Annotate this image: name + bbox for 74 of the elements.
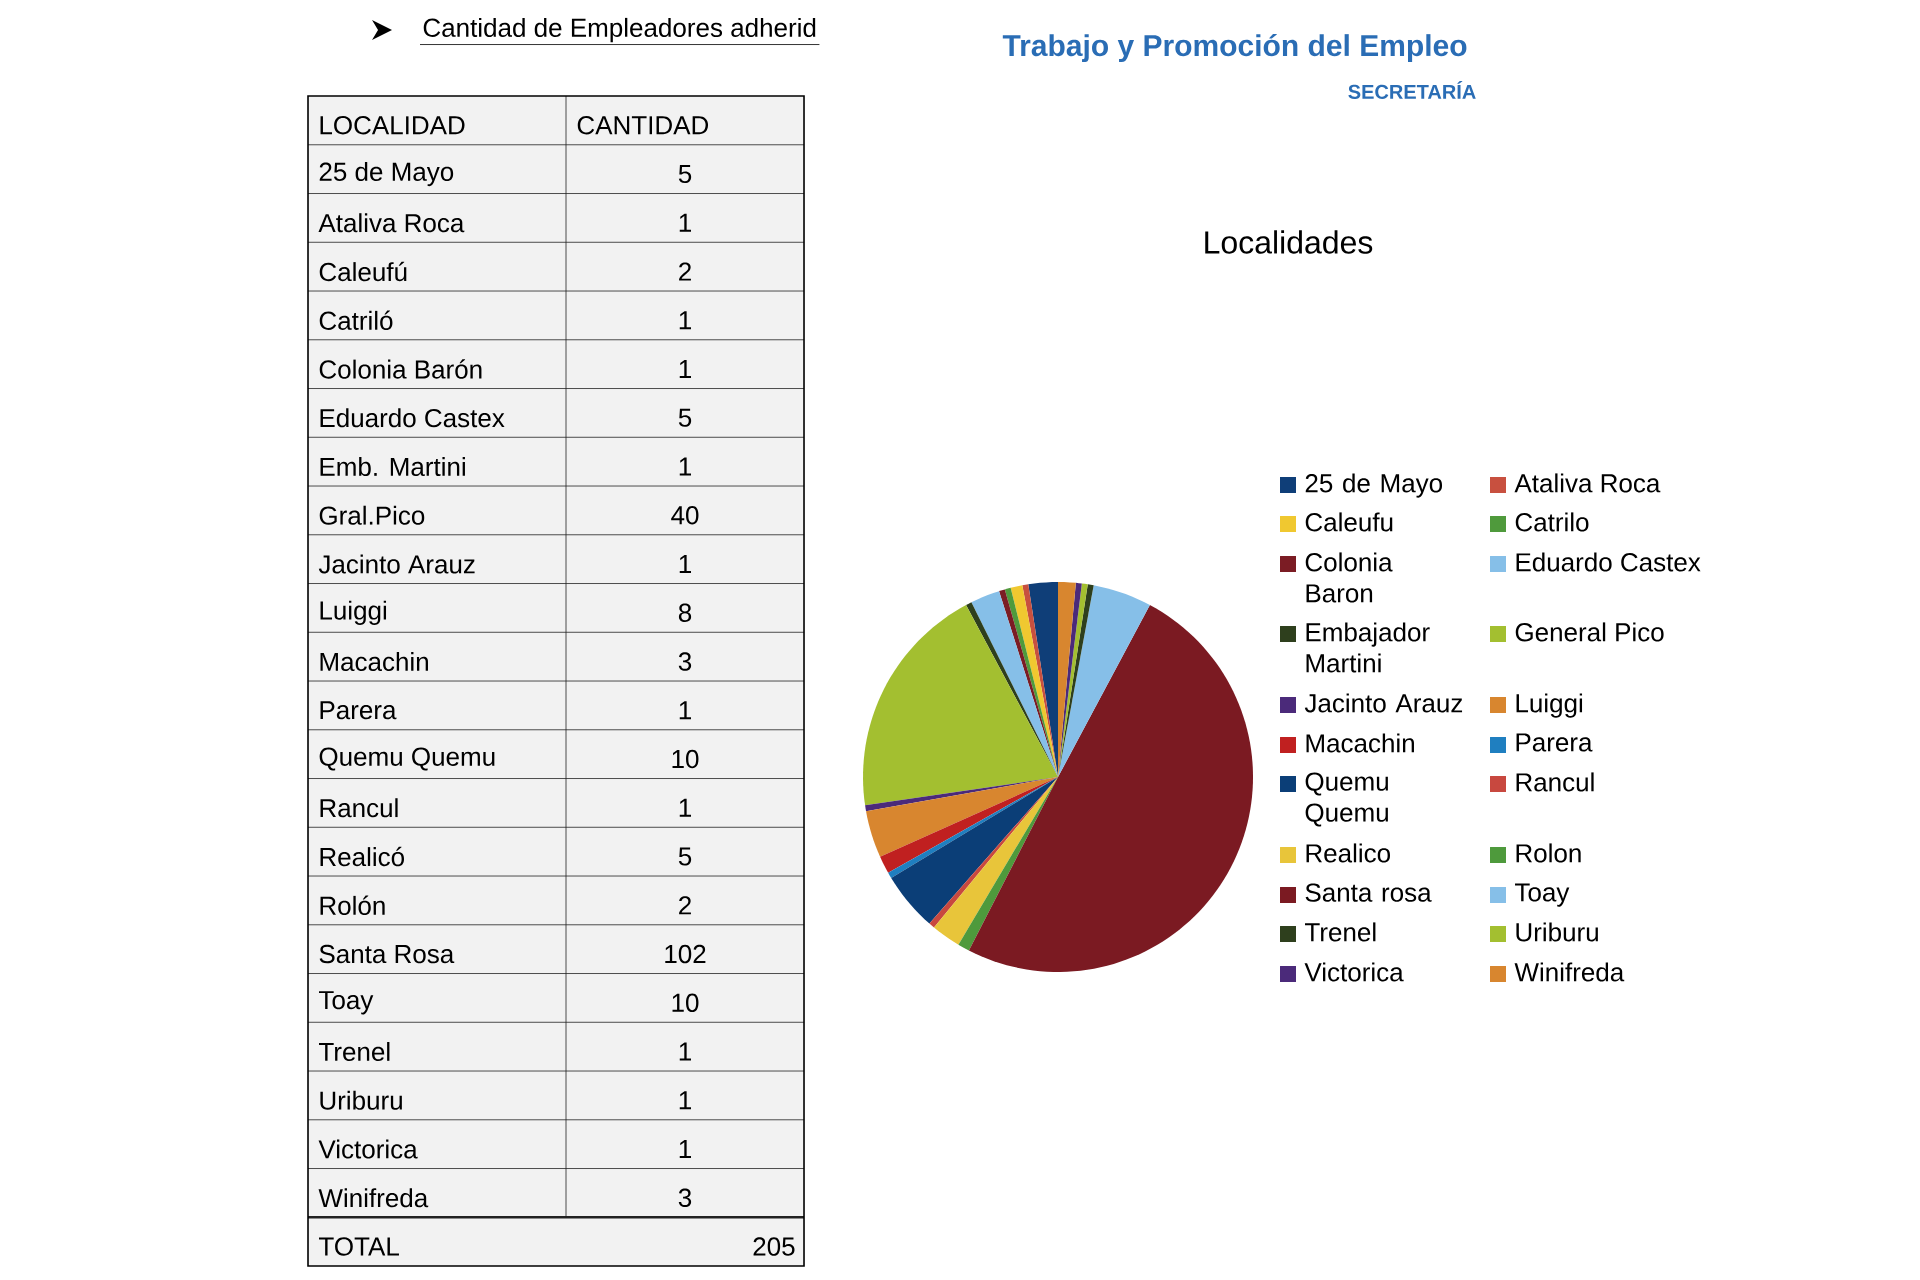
category-label: Emb. Martini [320, 456, 465, 477]
text: 1 [679, 311, 691, 330]
category-label: Parera [320, 701, 397, 720]
category-label: 25 de Mayo [319, 161, 454, 187]
text: 1 [679, 1091, 691, 1110]
text: 5 [678, 164, 692, 184]
text: 1 [679, 1042, 691, 1061]
category-label: Trenel [319, 1041, 390, 1062]
legend-label: Realico [1306, 843, 1390, 863]
text: LOCALIDAD [320, 116, 465, 135]
legend-label: Uriburu [1516, 922, 1598, 942]
category-label: Jacinto Arauz [318, 554, 475, 574]
text: 5 [678, 847, 692, 866]
text: Cantidad de Empleadores adherid [423, 17, 816, 43]
category-label: Victorica [318, 1139, 418, 1159]
category-label: Ataliva Roca [318, 213, 465, 233]
legend-label: Trenel [1305, 922, 1376, 942]
text: 2 [679, 896, 691, 915]
text: 10 [672, 993, 699, 1012]
legend-label: Victorica [1304, 962, 1404, 982]
category-label: Toay [319, 991, 374, 1015]
category-label: Rolón [320, 895, 385, 915]
category-label: Eduardo Castex [320, 408, 505, 428]
category-label: Catriló [319, 310, 393, 330]
text: 3 [678, 652, 692, 671]
category-label: Colonia Barón [319, 359, 482, 379]
legend-label: Macachin [1306, 733, 1414, 753]
legend-label: Catrilo [1515, 512, 1589, 532]
chart-title: Localidades [1205, 230, 1373, 254]
legend-label: 25 de Mayo [1305, 473, 1443, 498]
text: 2 [679, 262, 691, 281]
legend-label: Rolon [1516, 843, 1581, 863]
category-label: Quemu Quemu [319, 747, 495, 771]
text: SECRETARÍA [1348, 81, 1476, 99]
category-label: Rancul [320, 798, 398, 818]
legend-label: Toay [1515, 883, 1570, 907]
text: 205 [753, 1237, 795, 1256]
legend-label: Caleufu [1305, 512, 1393, 532]
category-label: Uriburu [320, 1090, 402, 1110]
legend-label: Luiggi [1516, 693, 1583, 718]
legend-label: Winifreda [1514, 962, 1625, 982]
category-label: Luiggi [320, 600, 387, 625]
text: 1 [679, 798, 691, 817]
text: 1 [679, 457, 691, 476]
text: TOTAL [319, 1237, 399, 1256]
text: 8 [678, 603, 692, 622]
text: 10 [672, 749, 699, 769]
text: 3 [678, 1188, 692, 1207]
category-label: Realicó [320, 846, 404, 867]
legend-label: Santa rosa [1305, 883, 1432, 902]
text: 5 [678, 408, 692, 427]
category-label: Santa Rosa [319, 944, 455, 964]
legend-label: Jacinto Arauz [1304, 693, 1463, 713]
legend-label: Rancul [1516, 772, 1594, 792]
text: CANTIDAD [577, 116, 709, 135]
category-label: Caleufú [319, 261, 407, 282]
legend-label: Ataliva Roca [1514, 473, 1661, 493]
category-label: Macachin [320, 651, 428, 672]
legend-label: Eduardo Castex [1516, 552, 1701, 572]
text: 1 [679, 1140, 691, 1158]
text: Trabajo y Promoción del Empleo [1002, 33, 1467, 63]
text: 1 [679, 701, 691, 720]
category-label: Winifreda [318, 1188, 429, 1208]
text: 40 [671, 506, 699, 525]
legend-label: Parera [1516, 733, 1593, 752]
legend-label: Embajador Martini [1306, 622, 1430, 673]
legend-label: General Pico [1515, 622, 1664, 642]
legend-label: Colonia Baron [1305, 552, 1393, 603]
category-label: Gral.Pico [319, 505, 425, 525]
text: 1 [679, 213, 691, 232]
text: 102 [665, 944, 706, 964]
legend-label: Quemu Quemu [1305, 772, 1388, 827]
text: 1 [679, 360, 691, 378]
text: 1 [679, 555, 691, 573]
